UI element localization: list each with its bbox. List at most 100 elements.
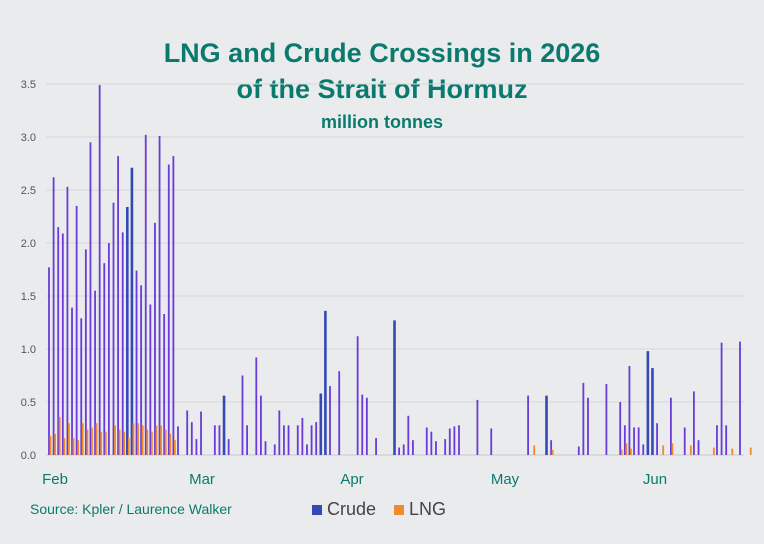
crude-bar bbox=[693, 391, 695, 455]
crude-bar bbox=[61, 233, 64, 455]
lng-bar bbox=[86, 429, 89, 455]
crude-bar bbox=[98, 85, 101, 455]
lng-bar bbox=[749, 447, 752, 455]
x-tick-label: May bbox=[491, 471, 520, 488]
lng-bar bbox=[160, 425, 162, 455]
crude-bar bbox=[430, 431, 433, 455]
lng-bar bbox=[630, 448, 632, 455]
crude-bar bbox=[301, 417, 304, 455]
crude-bar bbox=[140, 285, 143, 455]
x-tick-label: Apr bbox=[340, 471, 363, 488]
crude-bar bbox=[80, 318, 83, 455]
x-axis: Feb Mar Apr May Jun bbox=[42, 471, 667, 488]
x-tick-label: Jun bbox=[643, 471, 667, 488]
crude-series bbox=[48, 85, 741, 456]
crude-bar bbox=[48, 267, 50, 455]
crude-bar bbox=[356, 336, 359, 455]
crude-bar bbox=[448, 428, 451, 455]
lng-bar bbox=[68, 423, 70, 455]
lng-bar bbox=[169, 433, 172, 455]
chart-subtitle: million tonnes bbox=[320, 112, 443, 132]
crude-bar bbox=[458, 425, 460, 455]
crude-bar bbox=[587, 397, 589, 455]
source-note: Source: Kpler / Laurence Walker bbox=[30, 501, 232, 517]
y-tick-label: 0.0 bbox=[21, 450, 36, 462]
crude-bar bbox=[725, 425, 728, 455]
crude-bar bbox=[402, 444, 405, 455]
crude-bar bbox=[739, 341, 741, 455]
y-tick-label: 2.5 bbox=[21, 185, 36, 197]
crude-bar bbox=[683, 427, 686, 455]
crude-bar bbox=[66, 186, 69, 455]
crude-bar bbox=[89, 142, 92, 456]
lng-bar bbox=[81, 423, 84, 455]
crude-bar bbox=[287, 425, 290, 455]
lng-bar bbox=[141, 425, 144, 455]
crude-bar bbox=[476, 399, 479, 455]
lng-bar bbox=[63, 438, 66, 455]
crude-bar bbox=[273, 444, 276, 455]
crude-bar bbox=[107, 243, 110, 455]
crude-bar bbox=[623, 425, 626, 455]
crude-bar bbox=[324, 310, 327, 455]
crude-bar bbox=[227, 439, 230, 455]
crude-bar bbox=[319, 393, 323, 455]
crude-bar bbox=[637, 427, 640, 455]
crude-bar bbox=[329, 386, 331, 455]
crude-bar bbox=[642, 444, 645, 455]
crude-bar bbox=[646, 351, 650, 455]
crude-bar bbox=[361, 394, 364, 455]
lng-bar bbox=[551, 449, 554, 455]
crude-bar bbox=[720, 342, 723, 455]
lng-bar bbox=[95, 423, 98, 455]
lng-bar bbox=[625, 443, 628, 455]
lng-bar bbox=[731, 448, 734, 455]
legend-item-crude: Crude bbox=[312, 499, 376, 520]
crude-bar bbox=[222, 395, 226, 455]
crude-bar bbox=[167, 164, 170, 455]
legend-swatch-crude bbox=[312, 504, 322, 515]
lng-bar bbox=[127, 438, 130, 455]
legend-item-lng: LNG bbox=[394, 499, 446, 520]
lng-bar bbox=[689, 445, 692, 455]
crude-bar bbox=[190, 422, 193, 455]
legend-label-crude: Crude bbox=[327, 499, 377, 519]
crude-bar bbox=[103, 263, 106, 455]
lng-bar bbox=[155, 425, 158, 455]
y-tick-label: 2.0 bbox=[21, 238, 36, 250]
lng-bar bbox=[712, 447, 715, 455]
crude-bar bbox=[435, 441, 437, 455]
crude-bar bbox=[716, 425, 718, 455]
crude-bar bbox=[545, 395, 548, 455]
crude-bar bbox=[278, 410, 281, 455]
crude-bar bbox=[527, 395, 529, 455]
crude-bar bbox=[130, 167, 134, 456]
crude-bar bbox=[407, 415, 410, 455]
crude-bar bbox=[577, 446, 580, 455]
crude-bar bbox=[149, 304, 152, 455]
lng-bar bbox=[662, 445, 665, 455]
crude-bar bbox=[310, 425, 313, 455]
legend-swatch-lng bbox=[394, 504, 405, 515]
crude-bar bbox=[338, 371, 341, 455]
y-tick-label: 1.0 bbox=[21, 344, 36, 356]
y-tick-label: 3.0 bbox=[21, 132, 36, 144]
crude-bar bbox=[296, 425, 299, 455]
lng-bar bbox=[118, 429, 121, 455]
lng-bar bbox=[620, 449, 623, 455]
crude-bar bbox=[195, 439, 198, 455]
crude-bar bbox=[213, 425, 216, 455]
lng-bar bbox=[49, 435, 52, 455]
crude-bar bbox=[172, 156, 175, 455]
crude-bar bbox=[144, 134, 147, 455]
crude-bar bbox=[57, 227, 60, 455]
crude-bar bbox=[52, 177, 55, 455]
crude-bar bbox=[84, 249, 87, 455]
crude-bar bbox=[71, 307, 73, 455]
lng-bar bbox=[123, 431, 126, 455]
lng-bar bbox=[150, 431, 153, 455]
crude-bar bbox=[656, 423, 658, 455]
crude-bar bbox=[117, 156, 119, 455]
crude-bar bbox=[633, 427, 635, 455]
crude-bar bbox=[186, 410, 189, 455]
